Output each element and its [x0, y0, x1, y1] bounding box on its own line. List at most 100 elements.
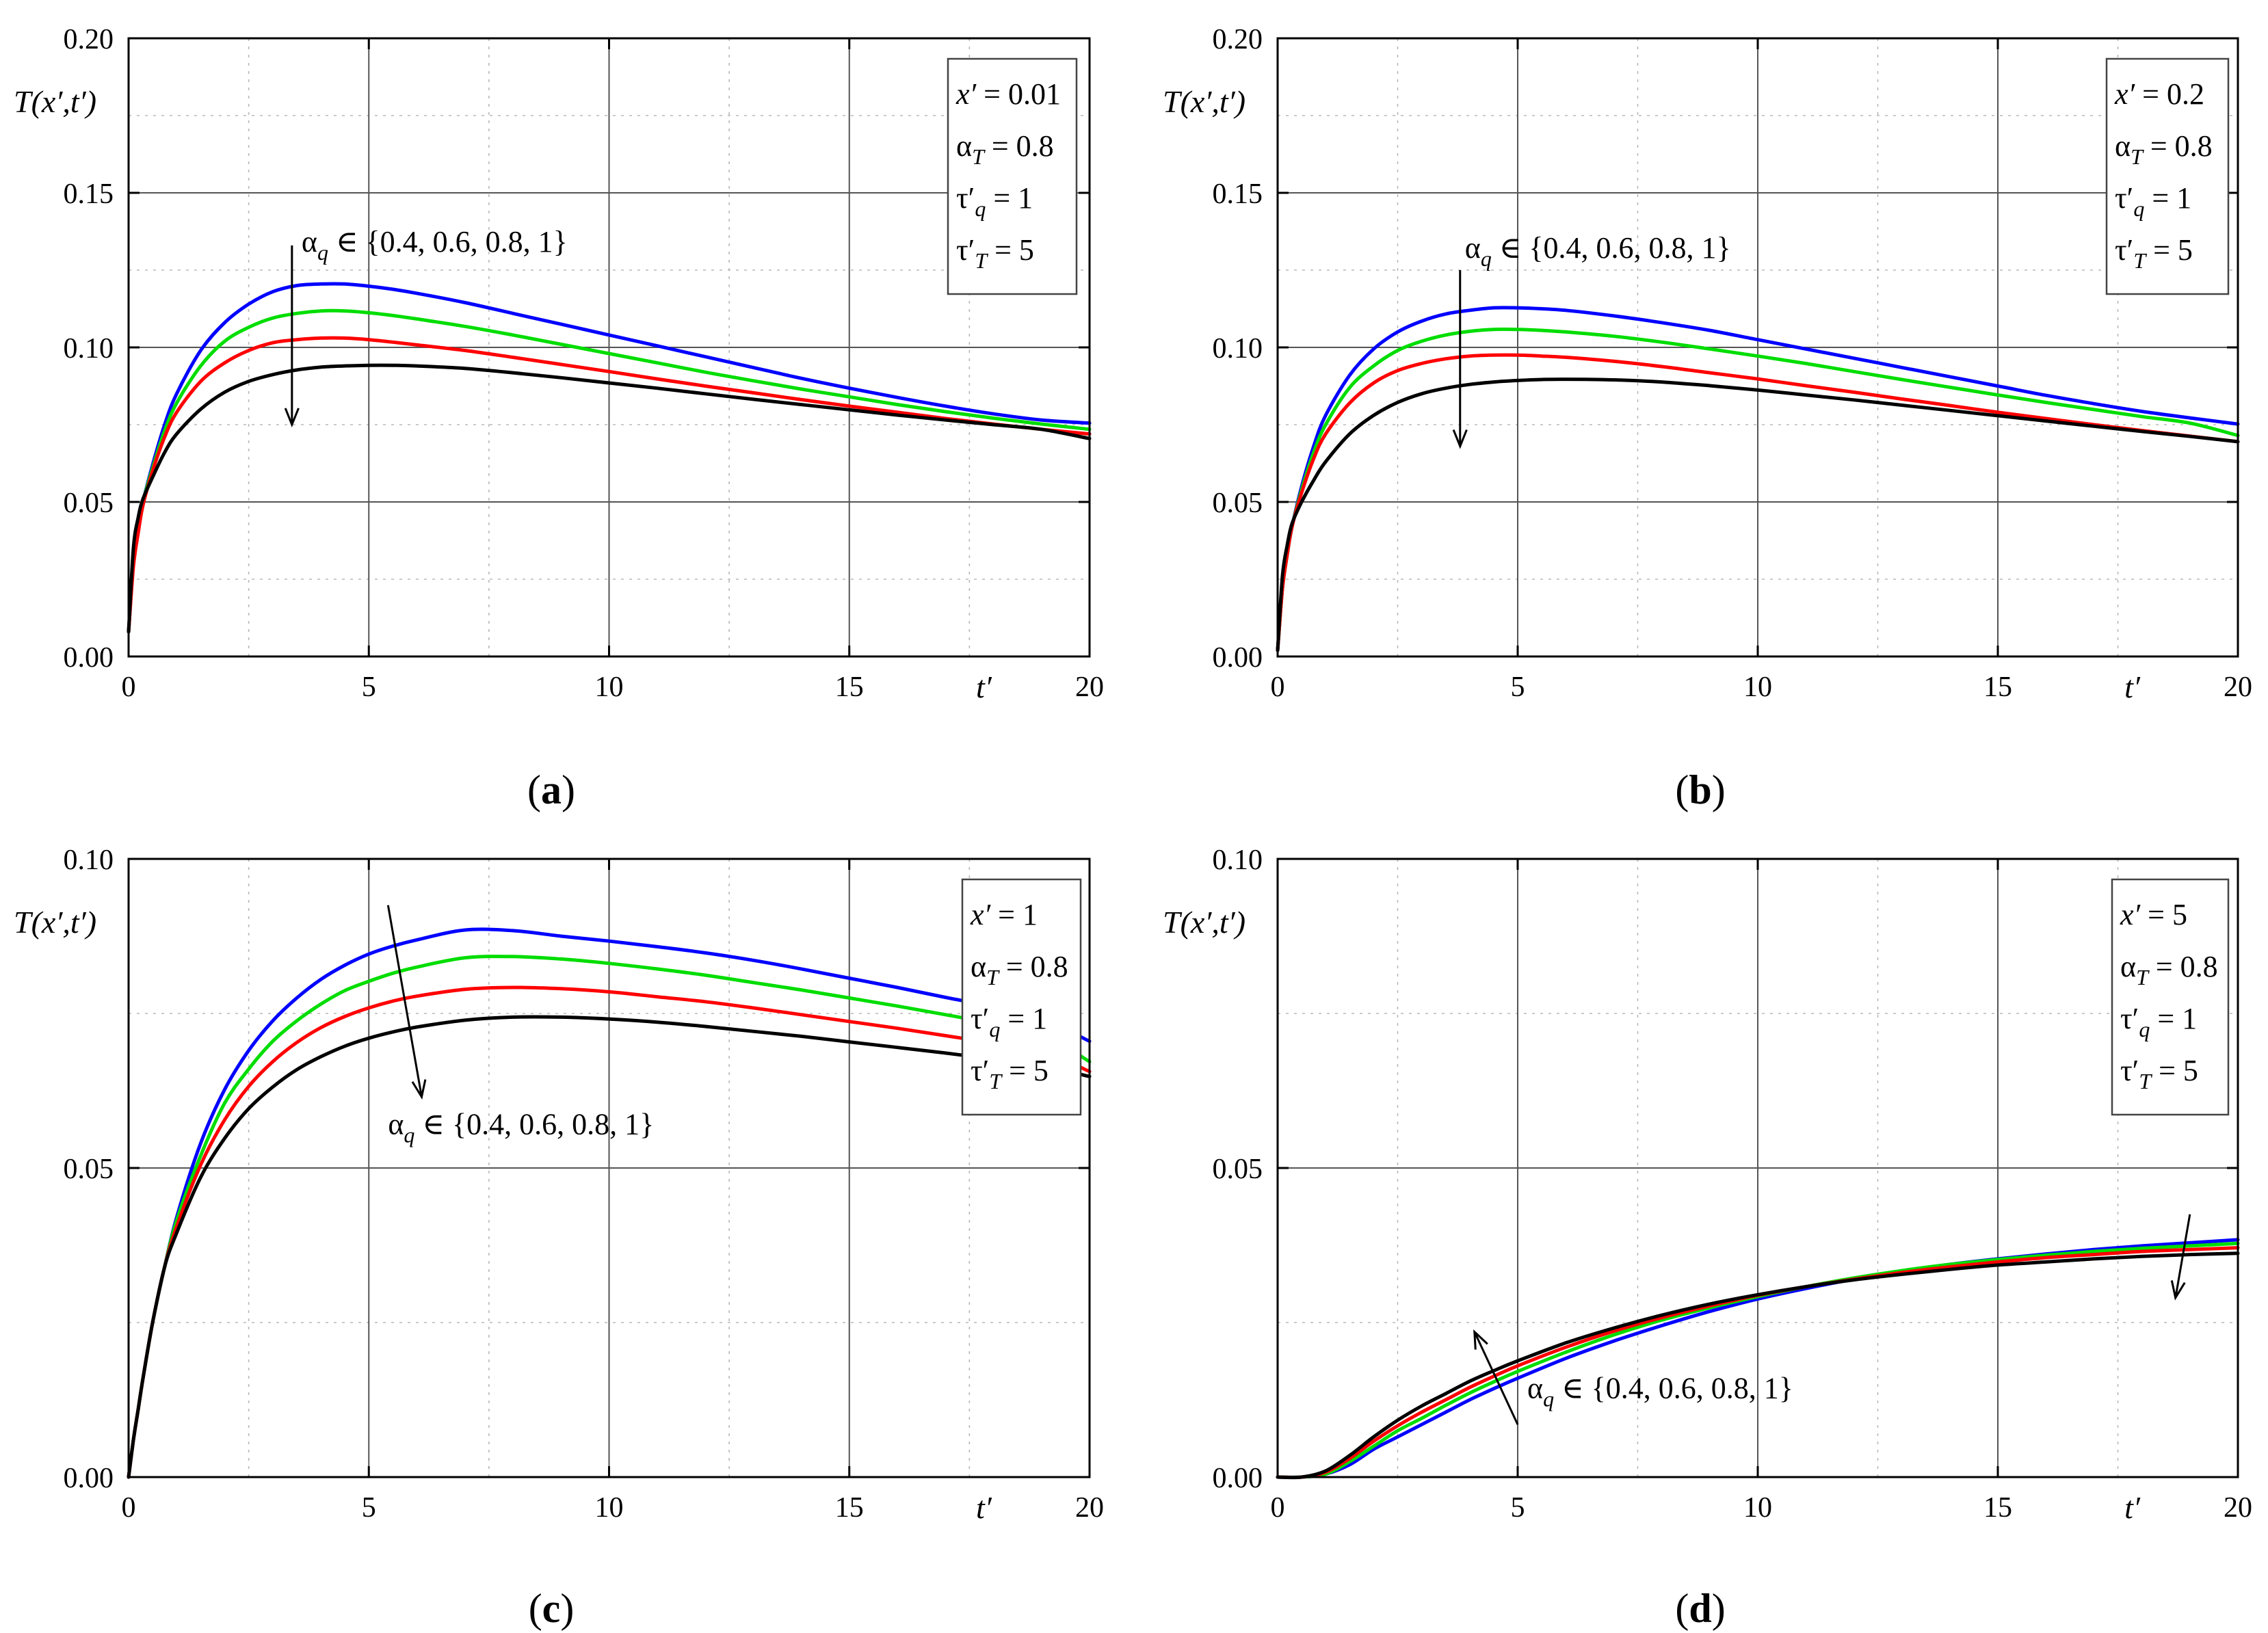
x-tick-label: 10	[595, 672, 624, 703]
parameter-legend: x′ = 5 αT = 0.8 τ′q = 1 τ′T = 5	[2111, 878, 2230, 1116]
x-axis-title: t′	[976, 669, 992, 704]
trend-arrow-up-head	[1473, 1329, 1488, 1350]
x-tick-label: 5	[362, 1492, 376, 1524]
y-axis-title: T(x′,t′)	[14, 905, 96, 940]
x-tick-label: 10	[1743, 672, 1772, 703]
trend-arrow	[386, 905, 423, 1098]
x-tick-label: 15	[1983, 672, 2012, 703]
series-line-d-4	[1276, 1251, 2240, 1480]
legend-box	[2111, 878, 2230, 1116]
x-tick-label: 5	[1511, 1492, 1525, 1524]
x-tick-label: 20	[1075, 1492, 1104, 1524]
y-tick-label: 0.00	[1213, 1463, 1263, 1494]
legend-param: τ′q = 1	[2115, 181, 2191, 221]
panel-caption: (d)	[1675, 1586, 1725, 1631]
series-line-c-4	[127, 1015, 1092, 1479]
alpha-q-annotation: αq ∈ {0.4, 0.6, 0.8, 1}	[1465, 231, 1731, 271]
panel-caption: (b)	[1675, 767, 1725, 812]
x-tick-label: 15	[1983, 1492, 2012, 1524]
panel-caption: (c)	[529, 1586, 575, 1631]
y-tick-label: 0.10	[64, 845, 114, 876]
x-tick-label: 0	[122, 672, 136, 703]
x-tick-label: 10	[1743, 1492, 1772, 1524]
series-line-a-4	[127, 363, 1092, 634]
x-tick-label: 20	[1075, 672, 1104, 703]
x-tick-label: 15	[835, 672, 864, 703]
y-tick-label: 0.00	[64, 1463, 114, 1494]
chart-panel-b: 0 5 10 15 20 0.00 0.05 0.10 0.15 0.20 T(x′,t′) t′ x′…	[1163, 24, 2252, 812]
alpha-q-annotation: αq ∈ {0.4, 0.6, 0.8, 1}	[1527, 1371, 1793, 1411]
series-line-b-3	[1276, 353, 2240, 652]
trend-arrow-head	[284, 408, 300, 428]
legend-param: x′ = 0.01	[955, 77, 1061, 111]
y-tick-label: 0.10	[1213, 333, 1263, 364]
legend-box	[961, 878, 1082, 1116]
y-tick-label: 0.05	[1213, 488, 1263, 519]
y-tick-label: 0.00	[1213, 642, 1263, 674]
chart-panel-d: 0 5 10 15 20 0.00 0.05 0.10 T(x′,t′) t′ x′ = 5 αT =…	[1163, 845, 2252, 1631]
y-axis-title: T(x′,t′)	[1163, 905, 1245, 940]
y-tick-label: 0.05	[64, 1154, 114, 1185]
trend-arrow	[2174, 1214, 2191, 1299]
legend-param: αT = 0.8	[956, 129, 1054, 169]
legend-param: τ′T = 5	[971, 1054, 1049, 1093]
x-tick-label: 5	[1511, 672, 1525, 703]
x-tick-label: 0	[122, 1492, 136, 1524]
series-line-b-1	[1276, 306, 2240, 652]
series-line-a-1	[127, 282, 1092, 634]
trend-arrow-head	[411, 1079, 427, 1100]
legend-param: x′ = 1	[970, 898, 1038, 931]
x-tick-label: 15	[835, 1492, 864, 1524]
y-axis-title: T(x′,t′)	[1163, 84, 1245, 119]
legend-param: τ′T = 5	[2120, 1054, 2198, 1093]
alpha-q-annotation: αq ∈ {0.4, 0.6, 0.8, 1}	[302, 225, 568, 265]
legend-param: τ′q = 1	[956, 181, 1033, 221]
trend-arrow-up	[1473, 1331, 1519, 1425]
parameter-legend: x′ = 0.2 αT = 0.8 τ′q = 1 τ′T = 5	[2105, 57, 2230, 295]
x-tick-label: 20	[2224, 1492, 2252, 1524]
legend-param: τ′q = 1	[971, 1002, 1047, 1041]
legend-param: τ′T = 5	[956, 233, 1034, 273]
series-line-b-2	[1276, 328, 2240, 652]
chart-panel-c: 0 5 10 15 20 0.00 0.05 0.10 T(x′,t′) t′ x′ = 1 αT =…	[14, 845, 1104, 1631]
x-tick-label: 20	[2224, 672, 2252, 703]
x-axis-title: t′	[2124, 669, 2141, 704]
series-line-b-4	[1276, 377, 2240, 652]
legend-box	[2105, 57, 2230, 295]
legend-param: x′ = 5	[2120, 898, 2187, 931]
y-tick-label: 0.20	[64, 24, 114, 55]
x-tick-label: 5	[362, 672, 376, 703]
legend-param: τ′T = 5	[2115, 233, 2193, 273]
trend-arrow-head	[2170, 1280, 2186, 1301]
legend-param: x′ = 0.2	[2114, 77, 2204, 111]
y-tick-label: 0.05	[64, 488, 114, 519]
x-axis-title: t′	[976, 1490, 992, 1525]
legend-param: αT = 0.8	[2120, 950, 2218, 990]
series-line-d-3	[1276, 1246, 2240, 1480]
alpha-q-annotation: αq ∈ {0.4, 0.6, 0.8, 1}	[388, 1107, 654, 1147]
panel-caption: (a)	[527, 767, 575, 812]
y-axis-title: T(x′,t′)	[14, 84, 96, 119]
legend-box	[947, 57, 1078, 295]
y-tick-label: 0.00	[64, 642, 114, 674]
trend-arrow-head	[1452, 429, 1468, 449]
x-tick-label: 0	[1271, 672, 1285, 703]
series-line-a-3	[127, 336, 1092, 634]
x-axis-title: t′	[2124, 1490, 2141, 1525]
y-tick-label: 0.20	[1213, 24, 1263, 55]
y-tick-label: 0.15	[64, 178, 114, 210]
y-tick-label: 0.05	[1213, 1154, 1263, 1185]
x-tick-label: 10	[595, 1492, 624, 1524]
y-tick-label: 0.10	[1213, 845, 1263, 876]
legend-param: αT = 0.8	[971, 950, 1068, 990]
legend-param: αT = 0.8	[2115, 129, 2213, 169]
parameter-legend: x′ = 1 αT = 0.8 τ′q = 1 τ′T = 5	[961, 878, 1082, 1116]
y-tick-label: 0.10	[64, 333, 114, 364]
series-line-d-2	[1276, 1241, 2240, 1479]
chart-panel-a: 0 5 10 15 20 0.00 0.05 0.10 0.15 0.20 T(x′,t′) t′ x′…	[14, 24, 1104, 812]
x-tick-label: 0	[1271, 1492, 1285, 1524]
legend-param: τ′q = 1	[2120, 1002, 2197, 1041]
y-tick-label: 0.15	[1213, 178, 1263, 210]
